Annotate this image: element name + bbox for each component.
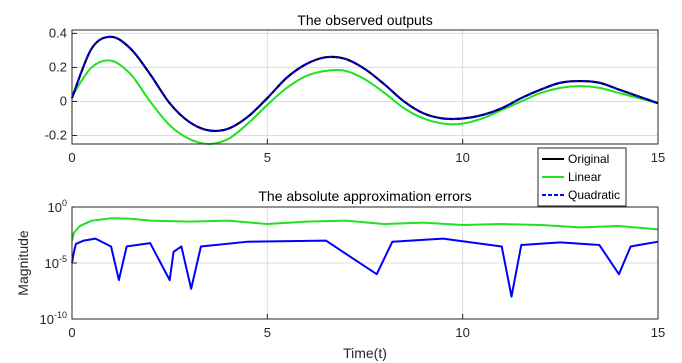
bottom-plot-title: The absolute approximation errors xyxy=(258,188,471,204)
top-ticks: 0 5 10 15-0.200.20.4 xyxy=(45,25,666,165)
bottom-plot: 0 5 10 15 10-10 10-5 100 The absolute approxim… xyxy=(15,188,665,361)
top-y-tick-label: 0 xyxy=(60,93,67,108)
top-y-tick-label: 0.2 xyxy=(49,59,67,74)
bottom-lines xyxy=(71,217,659,298)
legend-label-quadratic: Quadratic xyxy=(568,188,620,202)
bottom-series-linear xyxy=(71,217,659,241)
bottom-y-tick-label: 100 xyxy=(48,198,67,215)
bottom-ticks: 0 5 10 15 10-10 10-5 100 xyxy=(40,198,666,340)
bottom-x-tick-label: 0 xyxy=(68,325,75,340)
top-x-tick-label: 15 xyxy=(651,150,665,165)
top-series-quadratic xyxy=(71,35,659,132)
top-series-linear xyxy=(71,59,659,145)
top-x-tick-label: 10 xyxy=(455,150,469,165)
top-y-tick-label: 0.4 xyxy=(49,25,67,40)
top-lines xyxy=(70,35,659,145)
top-y-tick-label: -0.2 xyxy=(45,127,67,142)
bottom-x-tick-label: 15 xyxy=(651,325,665,340)
legend: Original Linear Quadratic xyxy=(537,147,627,207)
x-axis-label: Time(t) xyxy=(343,345,387,361)
top-plot-title: The observed outputs xyxy=(297,12,432,28)
bottom-y-tick-label: 10-10 xyxy=(40,310,67,327)
bottom-series-quadratic xyxy=(71,237,659,298)
y-axis-label: Magnitude xyxy=(15,230,31,296)
bottom-y-tick-label: 10-5 xyxy=(45,254,67,271)
top-x-tick-label: 0 xyxy=(68,150,75,165)
legend-label-original: Original xyxy=(568,152,609,166)
legend-label-linear: Linear xyxy=(568,170,601,184)
top-plot-frame xyxy=(71,29,659,145)
bottom-x-tick-label: 10 xyxy=(455,325,469,340)
top-x-tick-label: 5 xyxy=(264,150,271,165)
bottom-x-tick-label: 5 xyxy=(264,325,271,340)
top-plot: 0 5 10 15-0.200.20.4 The observed outputs xyxy=(45,12,666,165)
